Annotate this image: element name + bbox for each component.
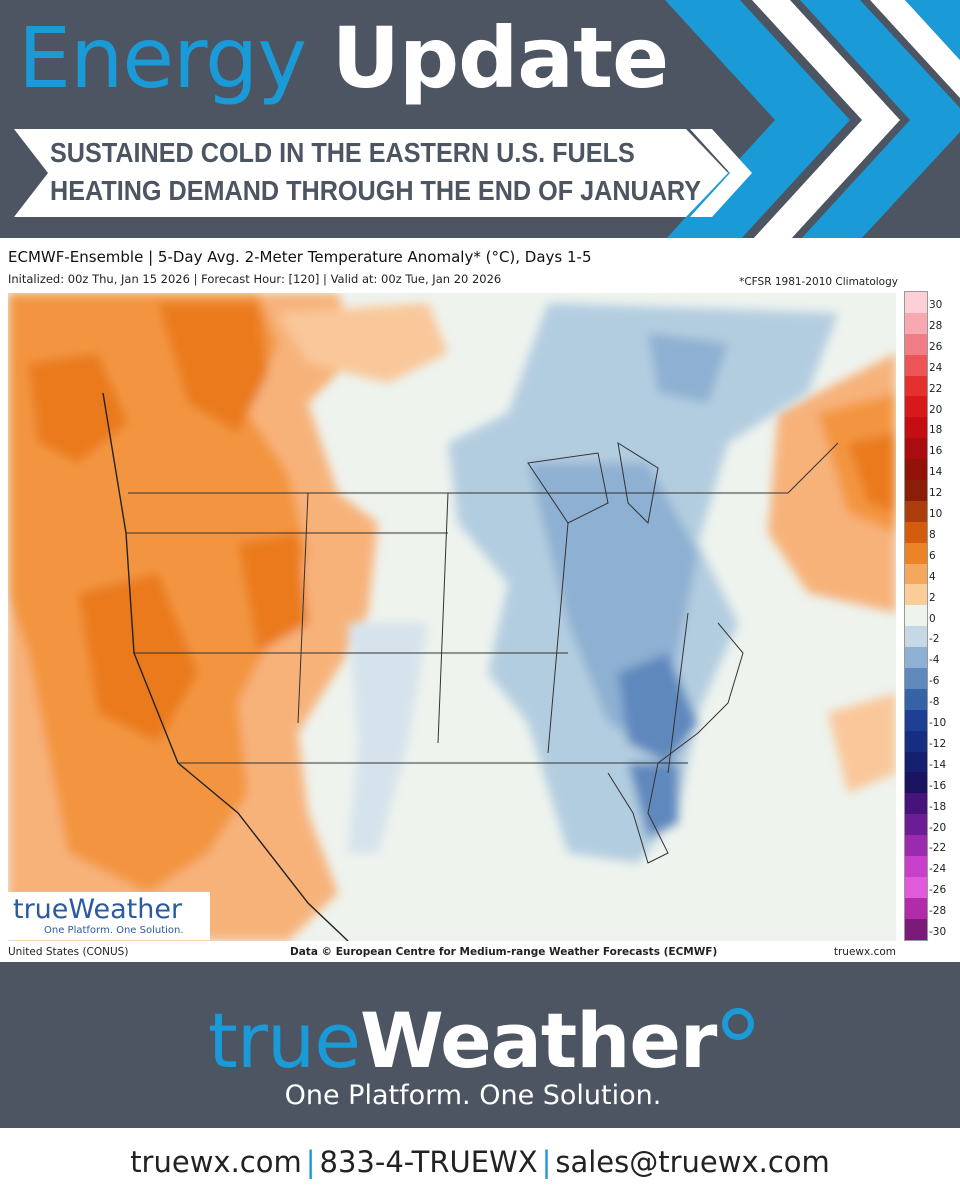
warm-anomaly-west [8, 293, 448, 941]
colorbar-swatch [905, 730, 927, 752]
contact-separator-1: | [305, 1145, 316, 1179]
colorbar-swatch [905, 897, 927, 919]
colorbar-label: 0 [929, 612, 936, 625]
climatology-note: *CFSR 1981-2010 Climatology [739, 276, 898, 288]
colorbar-swatch [905, 814, 927, 836]
contact-website-link[interactable]: truewx.com [130, 1145, 302, 1179]
colorbar-swatch [905, 626, 927, 648]
colorbar-swatch [905, 333, 927, 355]
colorbar-label: -8 [929, 696, 940, 709]
colorbar-label: 8 [929, 528, 936, 541]
colorbar-label: -18 [929, 800, 947, 813]
wordmark-weather: Weather [359, 996, 717, 1085]
contact-phone-link[interactable]: 833-4-TRUEWX [319, 1145, 538, 1179]
brand-band [0, 962, 960, 1128]
colorbar-label: -26 [929, 884, 947, 897]
map-logo-wordmark: trueWeather [13, 894, 183, 925]
colorbar-label: 2 [929, 591, 936, 604]
map-boundaries [102, 392, 839, 941]
colorbar-label: -12 [929, 737, 947, 750]
colorbar-swatch [905, 438, 927, 460]
colorbar-label: -20 [929, 821, 947, 834]
colorbar-label: 16 [929, 445, 943, 458]
map-site: truewx.com [833, 946, 896, 958]
colorbar-swatch [905, 772, 927, 794]
colorbar-swatch [905, 396, 927, 418]
brand-tagline: One Platform. One Solution. [284, 1080, 662, 1111]
subtitle-line-2: HEATING DEMAND THROUGH THE END OF JANUAR… [50, 175, 702, 206]
colorbar-label: -14 [929, 758, 947, 771]
colorbar-swatch [905, 459, 927, 481]
subtitle: SUSTAINED COLD IN THE EASTERN U.S. FUELS… [50, 134, 701, 210]
colorbar-label: 12 [929, 487, 943, 500]
colorbar-swatch [905, 835, 927, 857]
colorbar [904, 291, 928, 941]
colorbar-label: -24 [929, 863, 947, 876]
colorbar-label: 24 [929, 361, 943, 374]
subtitle-line-1: SUSTAINED COLD IN THE EASTERN U.S. FUELS [50, 137, 635, 168]
cold-anomaly-east [348, 303, 838, 863]
colorbar-swatch [905, 918, 927, 940]
colorbar-swatch [905, 793, 927, 815]
title-word-energy: Energy [18, 9, 307, 107]
colorbar-label: -16 [929, 779, 947, 792]
colorbar-label: 4 [929, 570, 936, 583]
colorbar-label: 10 [929, 508, 943, 521]
colorbar-label: -6 [929, 675, 940, 688]
colorbar-label: 18 [929, 424, 943, 437]
colorbar-label: 26 [929, 340, 943, 353]
colorbar-label: -28 [929, 905, 947, 918]
colorbar-swatch [905, 584, 927, 606]
colorbar-swatch [905, 354, 927, 376]
colorbar-swatch [905, 417, 927, 439]
colorbar-swatch [905, 605, 927, 627]
colorbar-swatch [905, 375, 927, 397]
colorbar-label: 22 [929, 382, 943, 395]
colorbar-label: 28 [929, 319, 943, 332]
colorbar-swatch [905, 856, 927, 877]
map-logo: trueWeather One Platform. One Solution. [8, 892, 210, 940]
anomaly-map [8, 293, 896, 941]
colorbar-swatch [905, 688, 927, 710]
colorbar-swatch [905, 668, 927, 689]
title-word-update: Update [331, 9, 669, 107]
colorbar-label: -2 [929, 633, 940, 646]
warm-anomaly-northeast [768, 353, 896, 793]
colorbar-swatch [905, 563, 927, 585]
header: Energy Update SUSTAINED COLD IN THE EAST… [0, 0, 960, 240]
wordmark-true: true [208, 996, 361, 1085]
map-logo-tagline: One Platform. One Solution. [44, 925, 184, 936]
colorbar-label: -30 [929, 926, 947, 939]
colorbar-swatch [905, 709, 927, 731]
colorbar-label: -10 [929, 717, 947, 730]
colorbar-swatch [905, 751, 927, 773]
colorbar-swatch [905, 292, 927, 313]
chevron-graphic [665, 0, 960, 240]
colorbar-swatch [905, 500, 927, 522]
brand-ring-icon [722, 1008, 754, 1040]
colorbar-label: 14 [929, 466, 943, 479]
colorbar-label: -22 [929, 842, 947, 855]
contact-email-link[interactable]: sales@truewx.com [555, 1145, 830, 1179]
colorbar-label: 30 [929, 299, 943, 311]
subtitle-banner [14, 129, 752, 217]
data-credit: Data © European Centre for Medium-range … [290, 946, 718, 958]
map-title: ECMWF-Ensemble | 5-Day Avg. 2-Meter Temp… [8, 248, 592, 266]
contact-separator-2: | [541, 1145, 552, 1179]
region-label: United States (CONUS) [8, 946, 129, 958]
brand-wordmark: trueWeather [208, 996, 717, 1086]
colorbar-swatch [905, 480, 927, 501]
colorbar-label: 6 [929, 549, 936, 562]
contact-line: truewx.com | 833-4-TRUEWX | sales@truewx.com [0, 1145, 960, 1179]
colorbar-label: -4 [929, 654, 940, 667]
colorbar-label: 20 [929, 403, 943, 416]
colorbar-swatch [905, 876, 927, 898]
contact-bar [0, 1128, 960, 1200]
colorbar-swatch [905, 521, 927, 543]
colorbar-swatch [905, 647, 927, 669]
page-title: Energy Update [18, 8, 669, 108]
colorbar-swatch [905, 312, 927, 334]
map-info: Initalized: 00z Thu, Jan 15 2026 | Forec… [8, 272, 502, 286]
colorbar-swatch [905, 542, 927, 564]
